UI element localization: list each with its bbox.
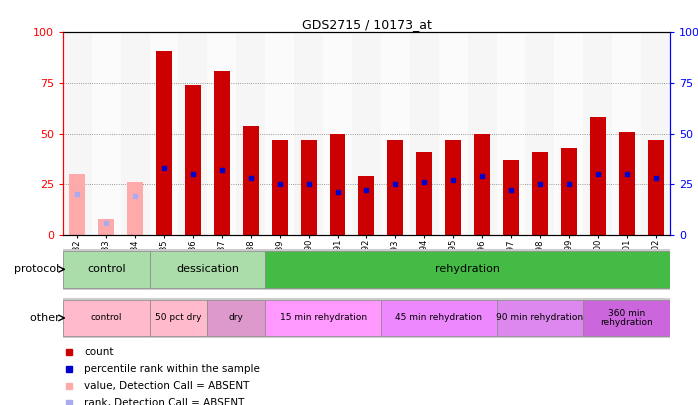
Bar (468, 32, 496, 235)
Text: rehydration: rehydration (435, 264, 500, 274)
Bar (121, 32, 149, 235)
Text: control: control (87, 264, 126, 274)
Text: dessication: dessication (176, 264, 239, 274)
Bar (554, 32, 584, 235)
FancyBboxPatch shape (63, 249, 670, 290)
FancyBboxPatch shape (63, 298, 670, 338)
Bar (69, 174, 85, 235)
Text: 45 min rehydration: 45 min rehydration (395, 313, 482, 322)
Text: 15 min rehydration: 15 min rehydration (279, 313, 366, 322)
Text: count: count (84, 347, 114, 356)
Bar (329, 134, 346, 235)
Bar (612, 32, 641, 235)
Bar (127, 182, 143, 235)
Bar (532, 152, 548, 235)
Text: 50 pct dry: 50 pct dry (155, 313, 202, 322)
FancyBboxPatch shape (207, 300, 265, 336)
Bar (294, 32, 323, 235)
Text: protocol: protocol (14, 264, 63, 274)
FancyBboxPatch shape (265, 300, 381, 336)
Text: dry: dry (229, 313, 244, 322)
FancyBboxPatch shape (63, 300, 149, 336)
Bar (207, 32, 237, 235)
FancyBboxPatch shape (63, 251, 149, 288)
Text: other: other (29, 313, 63, 323)
Bar (237, 32, 265, 235)
Bar (641, 32, 670, 235)
Bar (503, 160, 519, 235)
FancyBboxPatch shape (149, 251, 265, 288)
FancyBboxPatch shape (381, 300, 496, 336)
Bar (214, 71, 230, 235)
Bar (474, 134, 490, 235)
FancyBboxPatch shape (149, 300, 207, 336)
Bar (416, 152, 432, 235)
Bar (243, 126, 259, 235)
Text: percentile rank within the sample: percentile rank within the sample (84, 364, 260, 373)
Bar (526, 32, 554, 235)
Bar (323, 32, 352, 235)
Bar (496, 32, 526, 235)
Bar (63, 32, 91, 235)
Bar (439, 32, 468, 235)
Bar (265, 32, 294, 235)
FancyBboxPatch shape (265, 251, 670, 288)
Bar (445, 140, 461, 235)
Bar (98, 219, 114, 235)
Bar (149, 32, 179, 235)
Bar (648, 140, 664, 235)
Bar (618, 132, 634, 235)
Text: control: control (91, 313, 122, 322)
Bar (561, 148, 577, 235)
FancyBboxPatch shape (496, 300, 584, 336)
Text: 360 min
rehydration: 360 min rehydration (600, 309, 653, 327)
Title: GDS2715 / 10173_at: GDS2715 / 10173_at (302, 18, 431, 31)
Bar (359, 176, 374, 235)
FancyBboxPatch shape (584, 300, 670, 336)
Bar (590, 117, 606, 235)
Bar (185, 85, 201, 235)
Bar (381, 32, 410, 235)
Bar (91, 32, 121, 235)
Bar (352, 32, 381, 235)
Text: 90 min rehydration: 90 min rehydration (496, 313, 584, 322)
Bar (301, 140, 317, 235)
Text: value, Detection Call = ABSENT: value, Detection Call = ABSENT (84, 381, 249, 390)
Bar (387, 140, 403, 235)
Text: rank, Detection Call = ABSENT: rank, Detection Call = ABSENT (84, 398, 244, 405)
Bar (179, 32, 207, 235)
Bar (584, 32, 612, 235)
Bar (156, 51, 172, 235)
Bar (272, 140, 288, 235)
Bar (410, 32, 439, 235)
